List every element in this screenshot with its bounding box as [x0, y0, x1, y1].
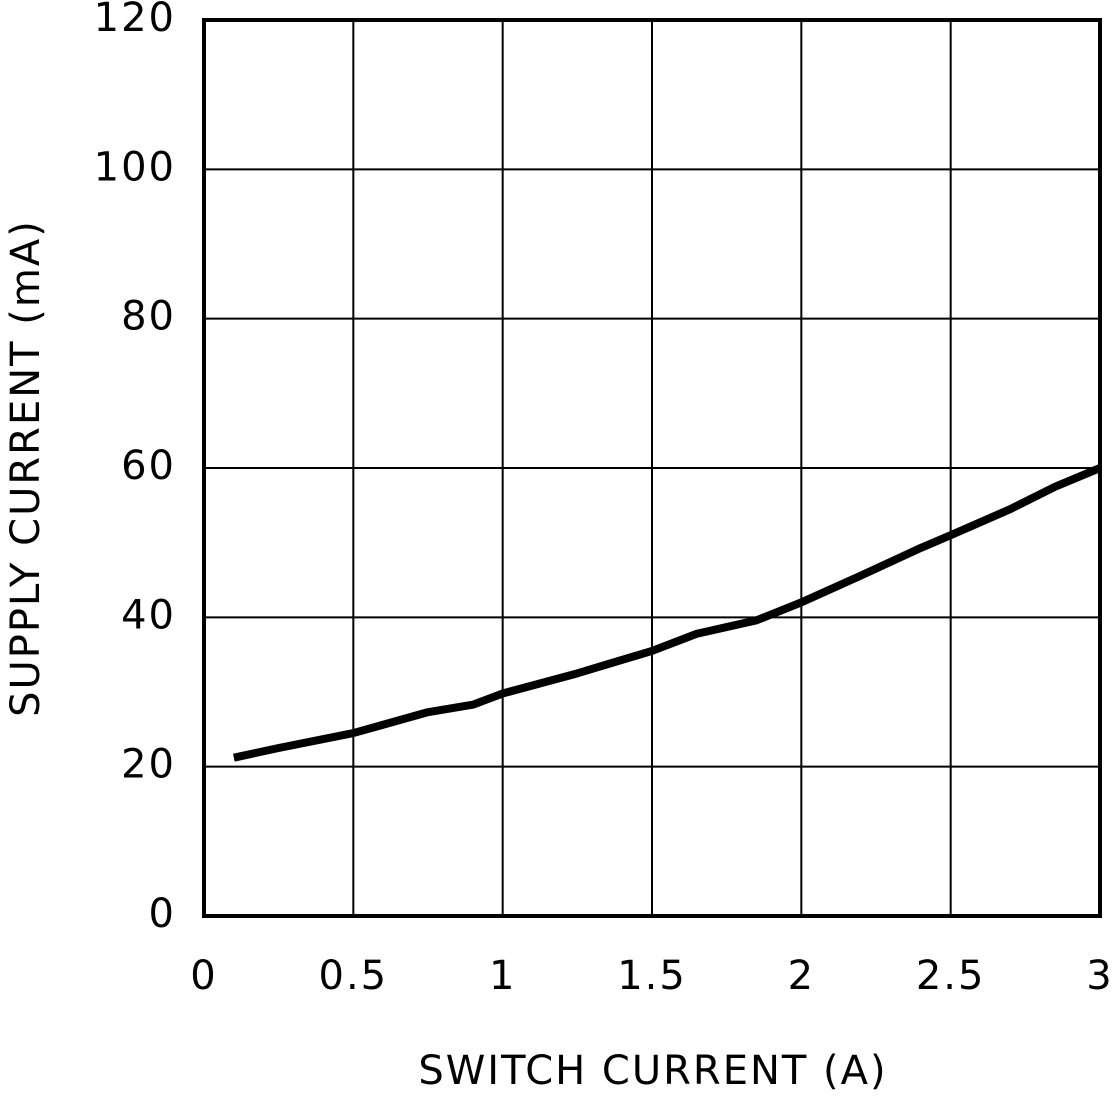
y-tick-label: 100 — [94, 144, 176, 190]
x-axis-label: SWITCH CURRENT (A) — [418, 1048, 887, 1094]
data-line — [233, 464, 1102, 762]
y-tick-label: 20 — [121, 742, 176, 788]
y-tick-label: 80 — [121, 294, 176, 340]
y-tick-label: 60 — [121, 443, 176, 489]
x-tick-label: 2.5 — [916, 953, 986, 999]
x-tick-label: 0 — [190, 953, 217, 999]
x-tick-label: 3 — [1086, 953, 1112, 999]
y-tick-label: 40 — [121, 592, 176, 638]
y-tick-label: 120 — [94, 0, 176, 41]
y-tick-label: 0 — [149, 891, 176, 937]
x-tick-label: 2 — [788, 953, 815, 999]
x-tick-label: 1.5 — [617, 953, 687, 999]
x-tick-label: 1 — [489, 953, 516, 999]
y-axis-label: SUPPLY CURRENT (mA) — [3, 219, 49, 717]
x-tick-label: 0.5 — [319, 953, 389, 999]
